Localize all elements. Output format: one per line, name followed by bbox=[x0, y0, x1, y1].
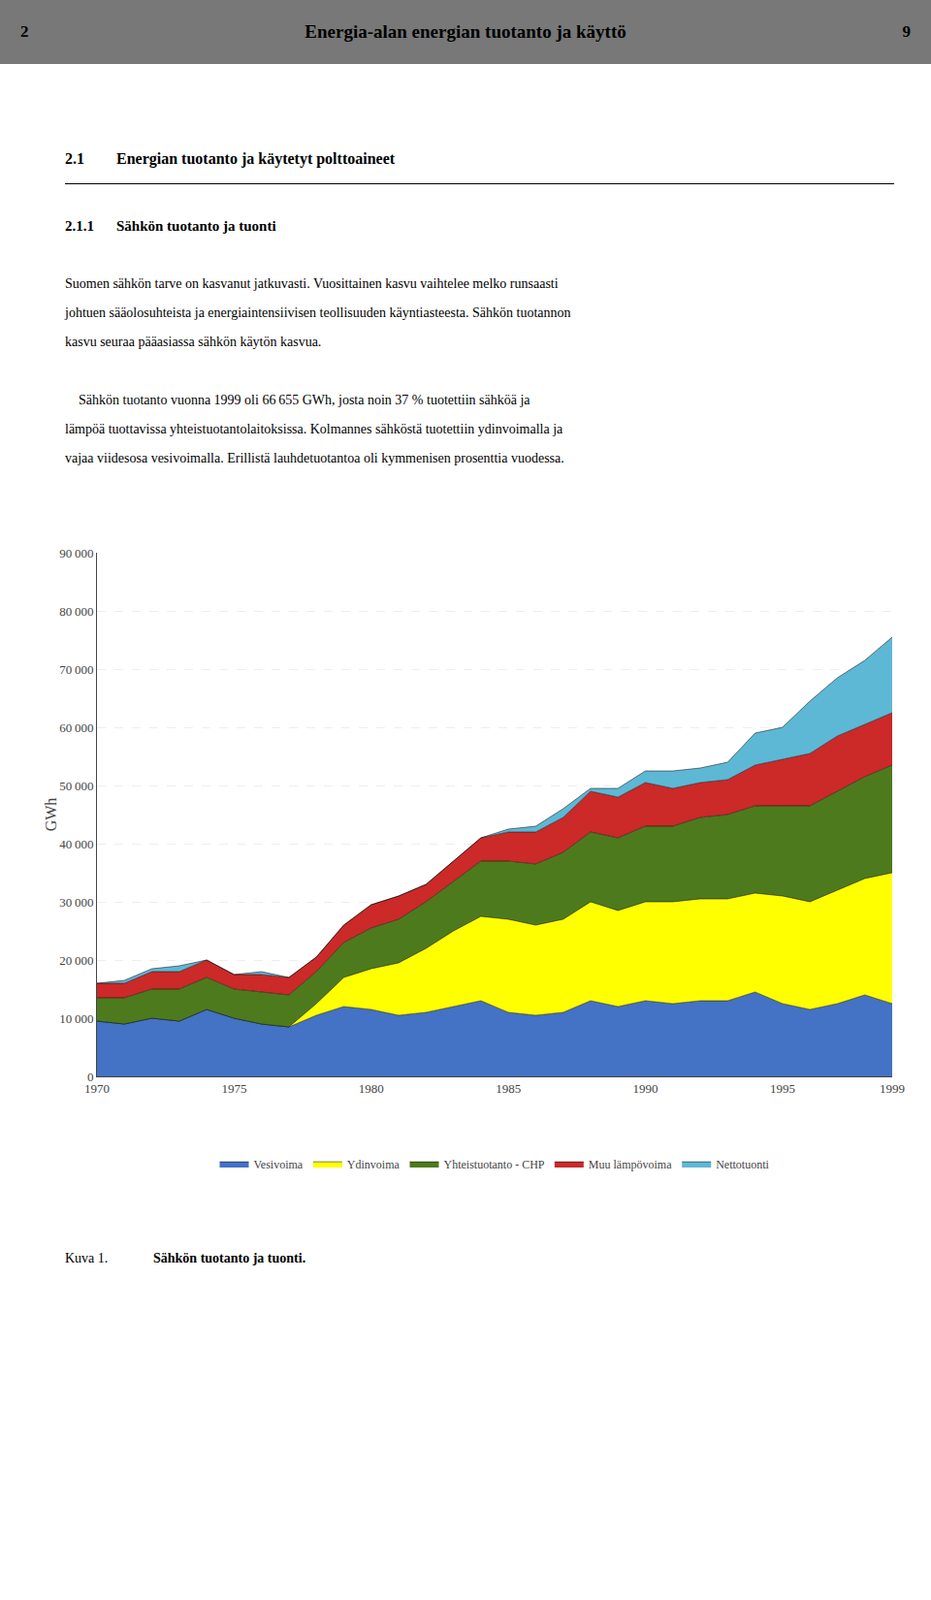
html-text:Energia-alan energian tuotanto: Energia-alan energian tuotanto ja käyttö bbox=[304, 21, 627, 42]
svg-text:10 000: 10 000 bbox=[59, 1011, 94, 1027]
svg-text:30 000: 30 000 bbox=[59, 895, 94, 910]
svg-text:GWh: GWh bbox=[42, 798, 60, 833]
svg-text:20 000: 20 000 bbox=[59, 953, 94, 968]
svg-text:50 000: 50 000 bbox=[59, 778, 94, 794]
svg-text:1990: 1990 bbox=[633, 1081, 659, 1096]
svg-text:1970: 1970 bbox=[84, 1081, 110, 1096]
html-text:Suomen sähkön tarve on kasvanu: Suomen sähkön tarve on kasvanut jatkuvas… bbox=[64, 276, 559, 291]
svg-text:Nettotuonti: Nettotuonti bbox=[715, 1157, 770, 1172]
html-text:kasvu seuraa pääasiassa sähkön: kasvu seuraa pääasiassa sähkön käytön ka… bbox=[64, 334, 322, 350]
svg-text:Yhteistuotanto - CHP: Yhteistuotanto - CHP bbox=[444, 1157, 546, 1172]
svg-text:80 000: 80 000 bbox=[59, 604, 94, 619]
html-text:2.1: 2.1 bbox=[64, 150, 85, 167]
html-text:2: 2 bbox=[20, 22, 29, 41]
svg-text:1985: 1985 bbox=[495, 1081, 521, 1096]
html-text:Sähkön tuotanto vuonna 1999 ol: Sähkön tuotanto vuonna 1999 oli 66 655 G… bbox=[64, 392, 530, 408]
svg-text:Vesivoima: Vesivoima bbox=[254, 1157, 304, 1172]
html-text:Kuva 1.: Kuva 1. bbox=[64, 1251, 108, 1266]
html-text:vajaa viidesosa vesivoimalla.: vajaa viidesosa vesivoimalla. Erillistä … bbox=[64, 450, 565, 466]
html-text:Sähkön tuotanto ja tuonti.: Sähkön tuotanto ja tuonti. bbox=[153, 1251, 306, 1266]
html-text:9: 9 bbox=[902, 22, 911, 41]
html-text:Energian tuotanto ja käytetyt: Energian tuotanto ja käytetyt polttoaine… bbox=[116, 150, 395, 167]
html-text:lämpöä tuottavissa yhteistuota: lämpöä tuottavissa yhteistuotantolaitoks… bbox=[64, 421, 563, 437]
svg-text:40 000: 40 000 bbox=[59, 836, 94, 852]
svg-text:1999: 1999 bbox=[879, 1081, 905, 1096]
svg-text:1980: 1980 bbox=[358, 1081, 385, 1096]
svg-text:Muu lämpövoima: Muu lämpövoima bbox=[588, 1157, 673, 1172]
html-text:2.1.1: 2.1.1 bbox=[64, 218, 95, 234]
svg-text:1995: 1995 bbox=[770, 1081, 796, 1096]
svg-text:90 000: 90 000 bbox=[59, 545, 94, 561]
svg-text:70 000: 70 000 bbox=[59, 662, 94, 677]
svg-text:Ydinvoima: Ydinvoima bbox=[347, 1157, 401, 1172]
html-text:Sähkön tuotanto ja tuonti: Sähkön tuotanto ja tuonti bbox=[116, 218, 277, 234]
html-text:johtuen sääolosuhteista ja ene: johtuen sääolosuhteista ja energiaintens… bbox=[64, 305, 571, 321]
svg-text:60 000: 60 000 bbox=[59, 720, 94, 736]
svg-text:0: 0 bbox=[87, 1069, 95, 1085]
svg-text:1975: 1975 bbox=[221, 1081, 247, 1096]
